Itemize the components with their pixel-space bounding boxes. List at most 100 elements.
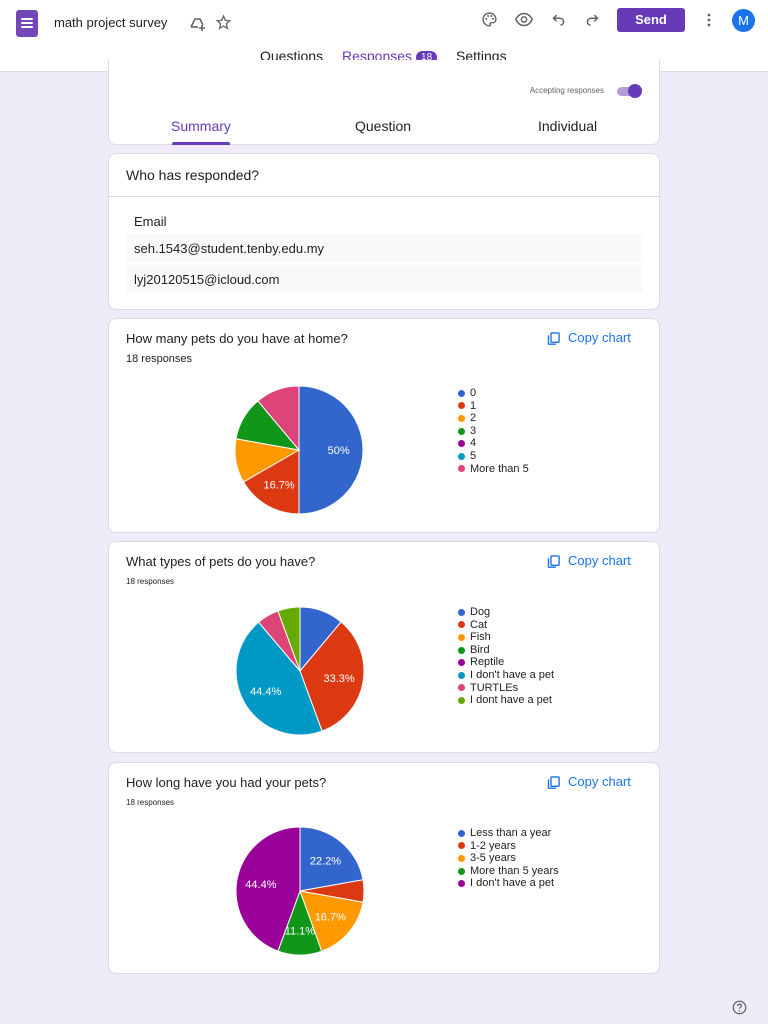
legend-item[interactable]: Less than a year	[458, 827, 559, 840]
legend-label: 1	[470, 399, 477, 412]
legend-item[interactable]: More than 5 years	[458, 865, 559, 878]
pie-slice-percent-label: 33.3%	[323, 673, 354, 685]
chart-legend: Dog Cat Fish Bird Reptile I don't have a pet T…	[458, 606, 554, 707]
legend-color-swatch	[458, 440, 465, 448]
pie-chart: 22.2% 16.7% 11.1% 44.4%	[235, 826, 365, 956]
palette-icon[interactable]	[481, 11, 498, 28]
copy-icon	[547, 555, 560, 568]
email-column-label: Email	[134, 214, 167, 229]
undo-icon[interactable]	[551, 12, 566, 27]
subtab-individual[interactable]: Individual	[538, 118, 598, 134]
copy-chart-label: Copy chart	[568, 774, 631, 789]
legend-item[interactable]: I don't have a pet	[458, 669, 554, 682]
pie-chart: 50% 16.7%	[234, 385, 364, 515]
pie-slice-percent-label: 44.4%	[250, 686, 281, 698]
legend-label: 2	[470, 412, 477, 425]
question-title: What types of pets do you have?	[126, 554, 316, 569]
copy-icon	[547, 332, 560, 345]
legend-label: 5	[470, 449, 477, 462]
legend-color-swatch	[458, 867, 465, 875]
legend-color-swatch	[458, 465, 465, 473]
pie-slice-i-don-t-have-a-pet[interactable]	[235, 826, 301, 952]
legend-item[interactable]: 5	[458, 450, 529, 463]
legend-item[interactable]: More than 5	[458, 463, 529, 476]
legend-label: I don't have a pet	[470, 668, 555, 681]
question-card: How many pets do you have at home? 18 re…	[108, 318, 660, 533]
legend-color-swatch	[458, 633, 465, 641]
legend-item[interactable]: 2	[458, 412, 529, 425]
toggle-knob[interactable]	[628, 84, 642, 98]
legend-color-swatch	[458, 621, 465, 629]
pie-slice-1[interactable]	[242, 449, 300, 515]
pie-slice-percent-label: 11.1%	[285, 926, 316, 938]
star-icon[interactable]	[215, 14, 232, 31]
legend-color-swatch	[458, 414, 465, 422]
responder-email[interactable]: lyj20120515@icloud.com	[126, 265, 643, 293]
legend-color-swatch	[458, 659, 465, 667]
legend-item[interactable]: I dont have a pet	[458, 694, 554, 707]
chart-legend: 0 1 2 3 4 5 More than 5	[458, 387, 529, 475]
subtab-question[interactable]: Question	[355, 118, 412, 134]
legend-color-swatch	[458, 402, 465, 410]
legend-item[interactable]: 3	[458, 425, 529, 438]
legend-item[interactable]: 0	[458, 387, 529, 400]
send-button[interactable]: Send	[617, 8, 685, 32]
legend-color-swatch	[458, 671, 465, 679]
subtab-summary[interactable]: Summary	[171, 118, 231, 134]
legend-color-swatch	[458, 696, 465, 704]
legend-label: Cat	[470, 618, 488, 631]
responder-email[interactable]: seh.1543@student.tenby.edu.my	[126, 234, 643, 262]
document-title[interactable]: math project survey	[54, 15, 168, 30]
preview-eye-icon[interactable]	[515, 12, 533, 27]
legend-item[interactable]: 3-5 years	[458, 852, 559, 865]
pie-slice-percent-label: 16.7%	[315, 912, 346, 924]
legend-color-swatch	[458, 829, 465, 837]
legend-label: Reptile	[470, 656, 505, 669]
pie-slice-more-than-5[interactable]	[257, 385, 300, 452]
accepting-responses-label: Accepting responses	[529, 86, 604, 95]
legend-item[interactable]: Dog	[458, 606, 554, 619]
legend-label: Fish	[470, 631, 491, 644]
pie-slice-percent-label: 22.2%	[310, 856, 341, 868]
legend-label: More than 5 years	[470, 864, 559, 877]
question-card: What types of pets do you have? 18 respo…	[108, 541, 660, 753]
legend-item[interactable]: 4	[458, 437, 529, 450]
legend-color-swatch	[458, 684, 465, 692]
legend-label: 4	[470, 437, 477, 450]
redo-icon[interactable]	[585, 12, 600, 27]
pie-slice-3-5-years[interactable]	[299, 890, 364, 952]
legend-item[interactable]: TURTLEs	[458, 682, 554, 695]
legend-item[interactable]: Fish	[458, 631, 554, 644]
copy-chart-label: Copy chart	[568, 553, 631, 568]
legend-color-swatch	[458, 854, 465, 862]
pie-slice-0[interactable]	[298, 385, 364, 515]
legend-color-swatch	[458, 427, 465, 435]
legend-label: 3-5 years	[470, 852, 516, 865]
legend-item[interactable]: Bird	[458, 644, 554, 657]
responses-header-card: Accepting responses Summary Question Ind…	[108, 60, 660, 145]
legend-label: I dont have a pet	[470, 694, 552, 707]
more-options-icon[interactable]	[706, 12, 712, 28]
legend-item[interactable]: 1-2 years	[458, 840, 559, 853]
legend-item[interactable]: 1	[458, 400, 529, 413]
legend-label: I don't have a pet	[470, 877, 555, 890]
account-avatar[interactable]: M	[732, 9, 755, 32]
pie-slice-i-dont-have-a-pet[interactable]	[277, 606, 301, 672]
legend-color-swatch	[458, 389, 465, 397]
forms-app-icon[interactable]	[16, 10, 38, 37]
active-subtab-indicator	[172, 142, 230, 145]
legend-color-swatch	[458, 646, 465, 654]
legend-item[interactable]: Cat	[458, 619, 554, 632]
response-count: 18 responses	[126, 353, 193, 365]
legend-item[interactable]: Reptile	[458, 656, 554, 669]
pie-slice-less-than-a-year[interactable]	[299, 826, 364, 892]
move-to-drive-icon[interactable]	[189, 15, 207, 31]
legend-label: Dog	[470, 606, 491, 618]
pie-slice-i-don-t-have-a-pet[interactable]	[235, 621, 323, 736]
legend-item[interactable]: I don't have a pet	[458, 877, 559, 890]
legend-label: 1-2 years	[470, 839, 516, 852]
question-title: How many pets do you have at home?	[126, 331, 348, 346]
help-icon[interactable]	[732, 1000, 747, 1015]
pie-slice-cat[interactable]	[299, 621, 365, 732]
legend-label: More than 5	[470, 462, 529, 475]
